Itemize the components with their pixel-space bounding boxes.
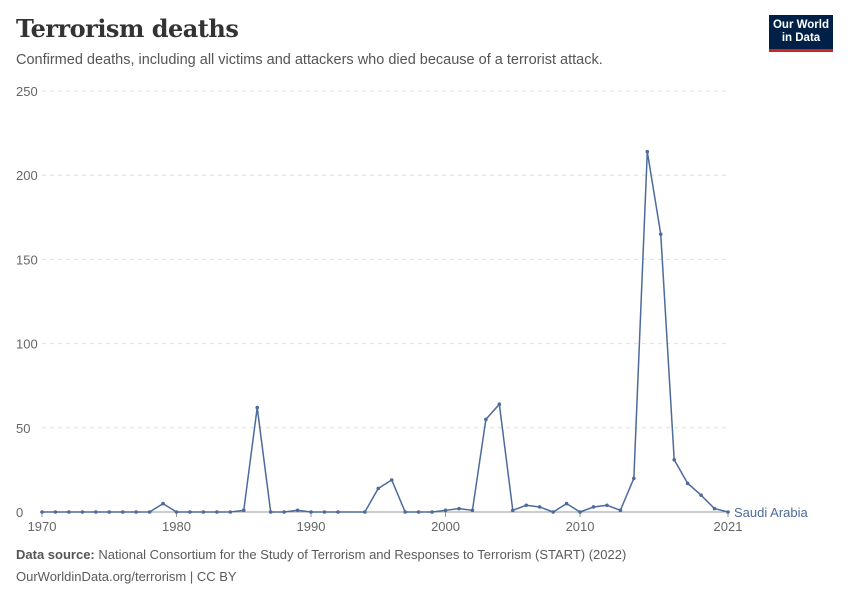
owid-logo[interactable]: Our World in Data (769, 15, 833, 52)
data-point (282, 510, 286, 514)
data-point (605, 503, 609, 508)
data-point (201, 510, 206, 514)
data-point (510, 508, 515, 513)
data-point (632, 476, 636, 481)
x-tick-label: 2000 (431, 519, 460, 534)
data-point (416, 510, 421, 514)
x-tick-label: 1970 (28, 519, 57, 534)
data-point (484, 417, 488, 422)
series-line (42, 151, 729, 513)
data-point (430, 510, 434, 514)
data-point (618, 508, 623, 513)
logo-line1: Our World (772, 19, 829, 31)
data-point (336, 510, 340, 514)
data-point (685, 481, 690, 486)
data-point (120, 510, 125, 514)
data-point (551, 510, 555, 514)
data-point (241, 508, 246, 513)
data-point (174, 510, 179, 514)
data-source: Data source: National Consortium for the… (16, 547, 626, 562)
data-point (134, 510, 138, 514)
data-point (228, 510, 233, 514)
x-tick-label: 1980 (162, 519, 191, 534)
chart-subtitle: Confirmed deaths, including all victims … (16, 52, 603, 68)
data-point (268, 510, 273, 514)
y-tick-label: 250 (16, 84, 38, 99)
data-point (53, 510, 58, 514)
data-point (322, 510, 327, 514)
data-point (255, 405, 260, 410)
data-point (699, 493, 703, 497)
data-point (537, 505, 542, 509)
data-point (564, 501, 569, 506)
data-point (658, 232, 663, 236)
data-point (80, 510, 85, 514)
data-point (67, 510, 71, 514)
data-point (309, 510, 313, 514)
logo-line2: in Data (781, 32, 821, 44)
data-point (443, 508, 448, 513)
data-point (295, 508, 300, 513)
data-point (376, 486, 381, 491)
source-text: National Consortium for the Study of Ter… (98, 547, 627, 562)
y-tick-label: 50 (16, 421, 30, 436)
data-point (188, 510, 192, 514)
y-tick-label: 150 (16, 252, 38, 267)
data-point (107, 510, 112, 514)
data-point (578, 510, 582, 514)
data-point (403, 510, 407, 514)
line-chart: 0 50 100 150 200 250 1970 1980 1990 2000 2010 2021S… (16, 84, 808, 534)
y-tick-label: 100 (16, 337, 38, 352)
data-point (457, 506, 461, 511)
data-point (161, 501, 165, 506)
data-point (726, 510, 730, 514)
x-tick-label: 2021 (714, 519, 743, 534)
data-point (215, 510, 219, 514)
source-url[interactable]: OurWorldinData.org/terrorism | CC BY (16, 569, 237, 584)
data-point (672, 457, 676, 462)
data-point (94, 510, 98, 514)
data-point (389, 478, 394, 482)
data-point (40, 510, 44, 514)
y-tick-label: 0 (16, 505, 23, 520)
x-tick-label: 1990 (297, 519, 326, 534)
data-point (645, 149, 650, 154)
data-point (497, 402, 502, 407)
chart-title: Terrorism deaths (16, 14, 239, 43)
source-label: Data source: (16, 547, 95, 562)
data-point (470, 508, 475, 513)
data-point (712, 506, 717, 511)
data-point (147, 510, 152, 514)
series-label: Saudi Arabia (734, 505, 808, 520)
data-point (591, 505, 596, 509)
data-point (363, 510, 367, 514)
x-tick-label: 2010 (566, 519, 595, 534)
data-point (524, 503, 529, 508)
y-tick-label: 200 (16, 168, 38, 183)
